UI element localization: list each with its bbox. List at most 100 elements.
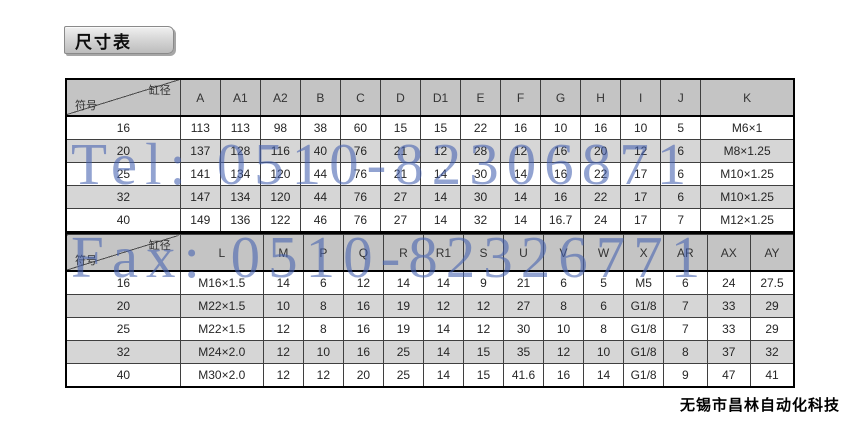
table-cell: 12: [302, 363, 344, 388]
table-cell: 14: [419, 162, 462, 186]
table-cell: 128: [219, 139, 261, 163]
table-row-16: 16 113 113 98 38 60 15 15 22 16 10 16 10 5 M6×1: [65, 115, 795, 140]
table-cell: 8: [663, 340, 708, 364]
table-cell: 113: [179, 115, 221, 140]
column-header-AX: AX: [706, 234, 752, 272]
table-cell: M8×1.25: [700, 139, 795, 163]
table-cell: 12: [422, 294, 464, 318]
table-cell: 9: [462, 270, 504, 295]
column-header-G: G: [540, 78, 582, 117]
table-cell: 5: [660, 115, 702, 140]
table-cell: 38: [299, 115, 341, 140]
table-cell: 37: [706, 340, 752, 364]
table-cell: 14: [422, 317, 464, 341]
table-cell: 76: [339, 208, 381, 233]
table-cell: 14: [500, 162, 542, 186]
table-cell: 28: [460, 139, 502, 163]
table-cell: M22×1.5: [179, 317, 264, 341]
table-cell: 6: [660, 139, 702, 163]
table-cell: 14: [500, 208, 542, 233]
table-cell: 21: [379, 162, 421, 186]
table-cell: 24: [706, 270, 752, 295]
table-cell: 22: [460, 115, 502, 140]
table-cell: 10: [620, 115, 662, 140]
table-cell: 134: [219, 162, 261, 186]
table-cell: M10×1.25: [700, 162, 795, 186]
column-header-B: B: [299, 78, 341, 117]
table-row-32: 32 M24×2.0 12 10 16 25 14 15 35 12 10 G1/8 8 37 32: [65, 340, 795, 364]
table-cell: 16: [500, 115, 542, 140]
column-header-D: D: [379, 78, 421, 117]
table-cell: M5: [623, 270, 665, 295]
column-header-U: U: [502, 234, 545, 272]
table-row-16: 16 M16×1.5 14 6 12 14 14 9 21 6 5 M5 6 24 27.5: [65, 270, 795, 295]
table-cell: 14: [583, 363, 625, 388]
row-label: 16: [65, 270, 181, 295]
table-cell: 7: [660, 208, 702, 233]
page-title-text: 尺寸表: [75, 32, 132, 52]
table-cell: 76: [339, 185, 381, 209]
table-cell: 76: [339, 139, 381, 163]
table-cell: 33: [706, 294, 752, 318]
table-cell: 16.7: [540, 208, 582, 233]
table-cell: 12: [462, 294, 504, 318]
column-header-A2: A2: [259, 78, 301, 117]
table-cell: 8: [583, 317, 625, 341]
table-cell: 16: [342, 340, 384, 364]
table-cell: 24: [580, 208, 622, 233]
table-cell: 32: [460, 208, 502, 233]
table-row-20: 20 M22×1.5 10 8 16 19 12 12 27 8 6 G1/8 7 33 29: [65, 294, 795, 318]
table-cell: 14: [422, 340, 464, 364]
table-cell: 134: [219, 185, 261, 209]
column-header-R: R: [382, 234, 424, 272]
table-cell: 16: [580, 115, 622, 140]
table-row-32: 32 147 134 120 44 76 27 14 30 14 16 22 17 6 M10×1.25: [65, 185, 795, 209]
table-cell: M24×2.0: [179, 340, 264, 364]
table-cell: 7: [663, 317, 708, 341]
table-cell: 15: [379, 115, 421, 140]
table-cell: 8: [302, 294, 344, 318]
table-cell: 17: [620, 185, 662, 209]
table-cell: 136: [219, 208, 261, 233]
table-cell: 120: [259, 185, 301, 209]
column-header-E: E: [460, 78, 502, 117]
column-header-W: W: [583, 234, 625, 272]
row-label: 40: [65, 363, 181, 388]
table-cell: 46: [299, 208, 341, 233]
table-cell: 6: [543, 270, 585, 295]
table-cell: 20: [580, 139, 622, 163]
header-row: 缸径 符号 A A1 A2 B C D D1 E F G H I J K: [65, 78, 795, 117]
column-header-V: V: [543, 234, 585, 272]
table-cell: 16: [540, 139, 582, 163]
table-cell: 12: [342, 270, 384, 295]
column-header-R1: R1: [422, 234, 464, 272]
table-cell: 27.5: [750, 270, 795, 295]
table-cell: 22: [580, 162, 622, 186]
table-cell: G1/8: [623, 363, 665, 388]
table-cell: 5: [583, 270, 625, 295]
table-cell: 30: [502, 317, 545, 341]
table-cell: 8: [543, 294, 585, 318]
table-cell: 6: [583, 294, 625, 318]
column-header-L: L: [179, 234, 264, 272]
column-header-I: I: [620, 78, 662, 117]
column-header-J: J: [660, 78, 702, 117]
table-cell: 14: [419, 185, 462, 209]
table-cell: 30: [460, 162, 502, 186]
table-cell: 17: [620, 162, 662, 186]
table-cell: 33: [706, 317, 752, 341]
table-cell: 6: [302, 270, 344, 295]
table-cell: 44: [299, 162, 341, 186]
table-cell: 12: [262, 340, 304, 364]
table-cell: 12: [419, 139, 462, 163]
table-cell: 8: [302, 317, 344, 341]
column-header-A: A: [179, 78, 221, 117]
table-cell: 149: [179, 208, 221, 233]
table-cell: 14: [382, 270, 424, 295]
table-cell: 12: [620, 139, 662, 163]
table-row-25: 25 141 134 120 44 76 21 14 30 14 16 22 17 6 M10×1.25: [65, 162, 795, 186]
table-cell: 98: [259, 115, 301, 140]
table-cell: 7: [663, 294, 708, 318]
table-cell: 22: [580, 185, 622, 209]
table-cell: 6: [660, 162, 702, 186]
